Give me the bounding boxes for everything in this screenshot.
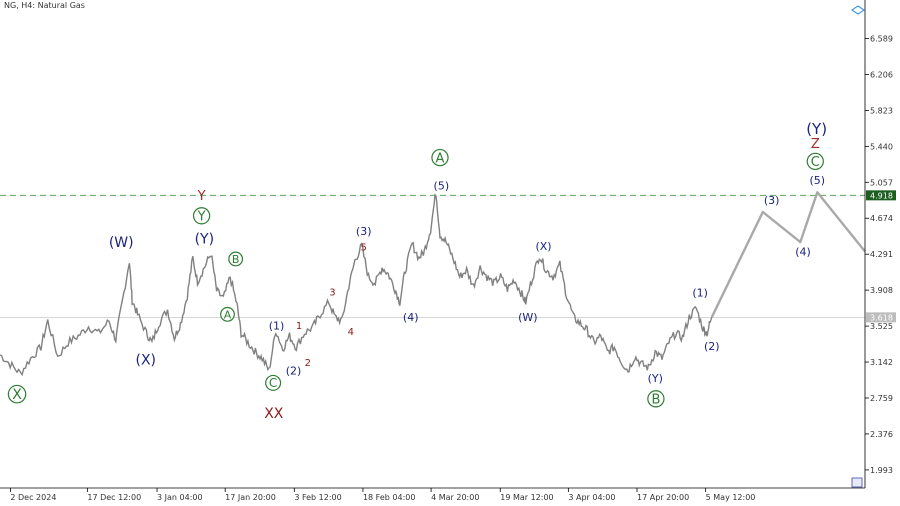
wave-label: (2) — [286, 365, 302, 378]
wave-label: (3) — [356, 225, 372, 238]
wave-label-circle — [228, 251, 244, 267]
wave-label: (1) — [692, 287, 708, 300]
wave-label: Y — [197, 209, 206, 224]
level-price-box — [866, 190, 896, 201]
y-tick-label: 2.376 — [870, 430, 893, 439]
x-tick-label: 17 Dec 12:00 — [87, 493, 141, 502]
wave-label: (X) — [535, 240, 551, 253]
wave-label: (4) — [403, 311, 419, 324]
wave-label: A — [224, 308, 232, 321]
wave-label: 5 — [361, 242, 367, 253]
wave-label-circle — [192, 207, 211, 225]
wave-label: (W) — [109, 235, 134, 251]
x-tick-label: 3 Jan 04:00 — [157, 493, 203, 502]
wave-label: (1) — [269, 320, 285, 333]
x-tick-label: 5 May 12:00 — [706, 493, 756, 502]
wave-label: 4 — [348, 327, 354, 338]
wave-label-circle — [431, 148, 449, 167]
wave-label: (2) — [704, 340, 720, 353]
y-tick-label: 6.206 — [870, 70, 893, 79]
x-tick-label: 3 Apr 04:00 — [568, 493, 615, 502]
wave-label: C — [811, 155, 820, 170]
wave-label: (5) — [434, 180, 450, 193]
symbol: NG — [4, 1, 17, 10]
wave-label: (Y) — [648, 372, 663, 385]
wave-label: B — [651, 393, 660, 408]
forecast-projection-line — [710, 191, 866, 318]
timeframe: H4 — [21, 1, 33, 10]
y-tick-label: 3.142 — [870, 358, 893, 367]
y-tick-label: 1.993 — [870, 466, 893, 475]
x-tick-label: 18 Feb 04:00 — [363, 493, 415, 502]
trade-icon[interactable] — [851, 5, 865, 15]
wave-label: (Y) — [195, 231, 214, 247]
current-price-label: 3.618 — [870, 313, 893, 322]
wave-label-circle — [265, 374, 282, 391]
wave-label: 2 — [305, 358, 311, 369]
x-tick-label: 2 Dec 2024 — [10, 493, 56, 502]
scale-toggle-icon[interactable] — [851, 477, 863, 488]
wave-label: (X) — [135, 352, 156, 368]
wave-label: (4) — [795, 245, 811, 258]
x-tick-label: 4 Mar 20:00 — [431, 493, 479, 502]
x-tick-label: 19 Mar 12:00 — [500, 493, 553, 502]
wave-label-circle — [647, 390, 665, 408]
x-tick-label: 17 Apr 20:00 — [637, 493, 689, 502]
wave-label: B — [232, 253, 240, 266]
price-series-line — [0, 193, 713, 377]
instrument-name: Natural Gas — [37, 1, 85, 10]
y-tick-label: 3.525 — [870, 322, 893, 331]
wave-label: (5) — [810, 174, 826, 187]
wave-label: (W) — [518, 311, 537, 324]
wave-label: 1 — [296, 321, 302, 332]
wave-label-circle — [220, 306, 235, 322]
wave-label: Z — [811, 137, 820, 152]
wave-label: Y — [197, 189, 206, 204]
wave-label: XX — [264, 406, 284, 422]
y-tick-label: 5.440 — [870, 142, 893, 151]
level-price-label: 4.918 — [870, 191, 893, 200]
wave-label: (Y) — [806, 120, 827, 138]
wave-label: (3) — [764, 194, 780, 207]
y-tick-label: 5.057 — [870, 178, 893, 187]
y-tick-label: 5.823 — [870, 106, 893, 115]
wave-label: X — [12, 387, 22, 403]
chart-header: NG, H4: Natural Gas — [4, 1, 85, 10]
wave-label-circle — [7, 384, 27, 404]
wave-label-circle — [806, 152, 824, 171]
wave-label: A — [436, 151, 445, 166]
y-tick-label: 6.589 — [870, 34, 893, 43]
y-tick-label: 4.291 — [870, 250, 893, 259]
y-tick-label: 2.759 — [870, 394, 893, 403]
x-tick-label: 17 Jan 20:00 — [225, 493, 276, 502]
wave-label: 3 — [329, 287, 335, 298]
current-price-box — [866, 312, 896, 323]
x-tick-label: 3 Feb 12:00 — [294, 493, 341, 502]
y-tick-label: 3.908 — [870, 286, 893, 295]
wave-label: C — [269, 376, 277, 390]
y-tick-label: 4.674 — [870, 214, 893, 223]
